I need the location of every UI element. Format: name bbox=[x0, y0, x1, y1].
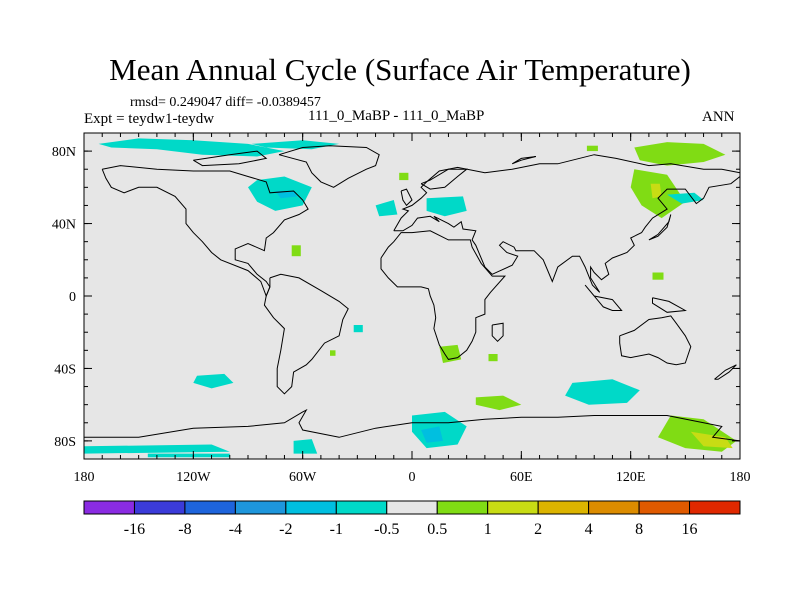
colorbar-boxes bbox=[83, 500, 741, 515]
anomaly-region-26 bbox=[293, 439, 318, 454]
anomaly-region-14 bbox=[353, 325, 363, 333]
colorbar-box-0 bbox=[83, 500, 135, 515]
coastline-0 bbox=[101, 165, 309, 298]
rmsd-diff-stats: rmsd= 0.249047 diff= -0.0389457 bbox=[130, 95, 321, 110]
colorbar-label-5: -0.5 bbox=[374, 521, 399, 538]
coastline-11 bbox=[400, 188, 413, 207]
coastline-14 bbox=[648, 214, 672, 241]
anomaly-region-24 bbox=[690, 431, 733, 449]
colorbar-box-11 bbox=[638, 500, 691, 515]
colorbar-box-8 bbox=[487, 500, 539, 515]
anomaly-region-22 bbox=[421, 426, 443, 443]
colorbar-box-7 bbox=[436, 500, 489, 515]
colorbar-label-9: 4 bbox=[585, 521, 593, 538]
coastline-2 bbox=[278, 145, 380, 188]
anomaly-region-7 bbox=[634, 142, 726, 166]
anomaly-region-15 bbox=[330, 350, 336, 356]
x-tick-label-0: 180 bbox=[74, 470, 95, 485]
anomaly-region-19 bbox=[565, 379, 640, 405]
anomaly-region-11 bbox=[586, 145, 598, 152]
colorbar-label-3: -2 bbox=[279, 521, 292, 538]
coastline-13 bbox=[511, 156, 537, 165]
colorbar-label-10: 8 bbox=[635, 521, 643, 538]
coastline-3 bbox=[393, 154, 741, 232]
coastline-1 bbox=[263, 273, 349, 395]
anomaly-region-4 bbox=[375, 200, 398, 217]
y-tick-label-3: 40S bbox=[54, 362, 76, 377]
experiment-label: Expt = teydw1-teydw bbox=[84, 111, 215, 127]
coastline-16 bbox=[193, 150, 268, 167]
colorbar-box-4 bbox=[285, 500, 337, 515]
colorbar-label-1: -8 bbox=[178, 521, 191, 538]
coastline-8 bbox=[584, 284, 623, 311]
colorbar-labels: -16 -8 -4 -2 -1 -0.5 0.5 1 2 4 8 16 bbox=[124, 521, 698, 538]
anomaly-region-5 bbox=[426, 196, 467, 217]
anomaly-region-6 bbox=[399, 172, 409, 181]
colorbar-box-6 bbox=[386, 500, 438, 515]
colorbar-box-12 bbox=[689, 500, 741, 515]
colorbar-box-10 bbox=[588, 500, 640, 515]
coastline-6 bbox=[491, 322, 504, 343]
anomaly-region-0 bbox=[98, 138, 285, 157]
coastline-9 bbox=[652, 297, 687, 313]
x-tick-label-3: 0 bbox=[409, 470, 416, 485]
chart-title: Mean Annual Cycle (Surface Air Temperatu… bbox=[109, 52, 691, 87]
colorbar-label-6: 0.5 bbox=[427, 521, 447, 538]
y-axis: 80N 40N 0 40S 80S bbox=[52, 132, 740, 460]
colorbar-label-4: -1 bbox=[330, 521, 343, 538]
x-tick-label-4: 60E bbox=[510, 470, 533, 485]
y-tick-label-2: 0 bbox=[69, 290, 76, 305]
anomaly-region-27 bbox=[147, 453, 230, 458]
y-tick-label-0: 80N bbox=[52, 145, 76, 160]
x-tick-label-1: 120W bbox=[176, 470, 211, 485]
colorbar-box-2 bbox=[184, 500, 236, 515]
anomaly-region-20 bbox=[475, 395, 522, 411]
coastline-10 bbox=[84, 408, 741, 442]
x-tick-label-2: 60W bbox=[289, 470, 317, 485]
colorbar-box-3 bbox=[234, 500, 287, 515]
coastlines bbox=[84, 145, 741, 442]
season-label: ANN bbox=[702, 109, 735, 125]
coastline-7 bbox=[619, 315, 692, 366]
colorbar-label-2: -4 bbox=[229, 521, 242, 538]
anomaly-region-17 bbox=[488, 354, 498, 362]
x-axis: 180 120W 60W 0 60E 120E 180 bbox=[74, 133, 751, 485]
anomaly-region-9 bbox=[650, 183, 662, 199]
anomaly-region-3 bbox=[275, 191, 298, 199]
colorbar-label-8: 2 bbox=[534, 521, 542, 538]
anomaly-region-18 bbox=[193, 373, 234, 389]
anomaly-region-13 bbox=[652, 272, 664, 280]
colorbar-label-11: 16 bbox=[682, 521, 698, 538]
colorbar-box-9 bbox=[537, 500, 590, 515]
coastline-12 bbox=[420, 168, 469, 190]
x-tick-label-5: 120E bbox=[616, 470, 646, 485]
y-tick-label-4: 80S bbox=[54, 435, 76, 450]
period-label: 111_0_MaBP - 111_0_MaBP bbox=[308, 108, 485, 124]
colorbar-label-7: 1 bbox=[484, 521, 492, 538]
coastline-5 bbox=[380, 230, 507, 360]
colorbar-box-5 bbox=[335, 500, 388, 515]
colorbar-box-1 bbox=[133, 500, 186, 515]
anomaly-regions bbox=[84, 138, 737, 458]
anomaly-region-12 bbox=[291, 245, 301, 257]
coastline-4 bbox=[393, 176, 741, 293]
y-tick-label-1: 40N bbox=[52, 218, 76, 233]
colorbar-label-0: -16 bbox=[124, 521, 145, 538]
x-tick-label-6: 180 bbox=[730, 470, 751, 485]
map-background bbox=[84, 133, 740, 459]
